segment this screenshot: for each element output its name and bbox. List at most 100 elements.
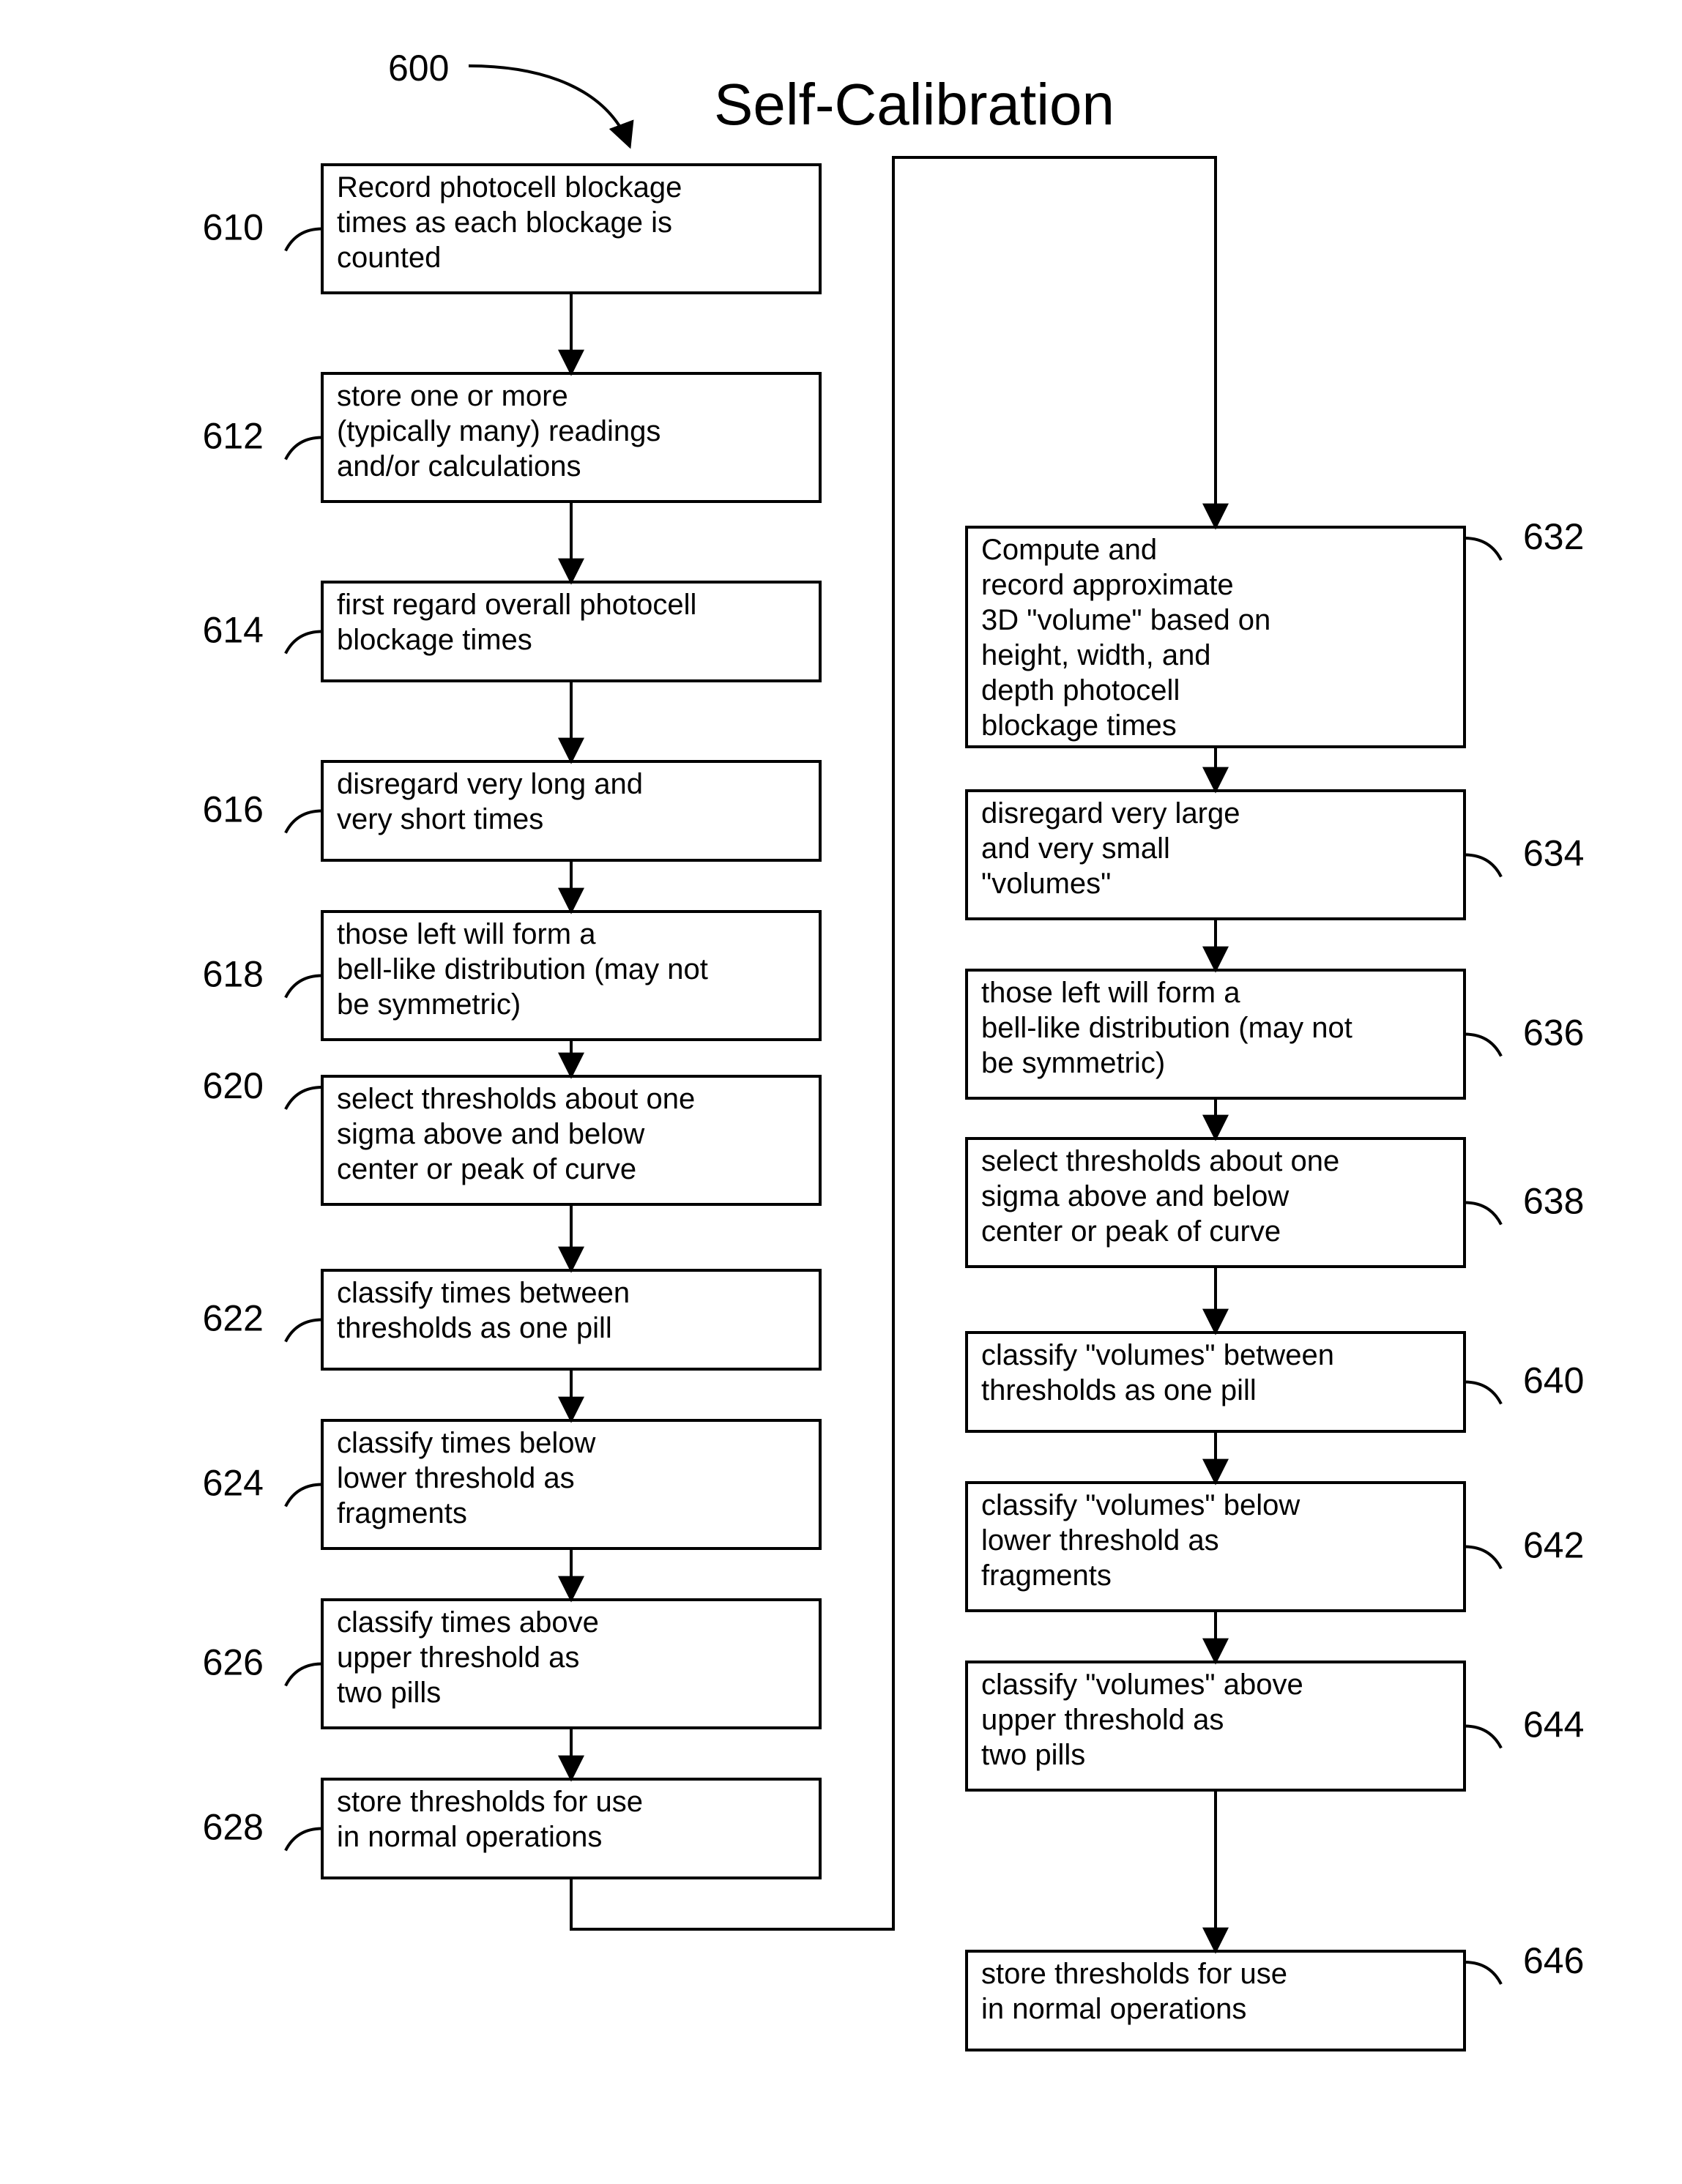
ref-number-632: 632: [1523, 516, 1584, 557]
ref-leader-622: [286, 1320, 322, 1342]
ref-number-618: 618: [203, 954, 264, 995]
flow-node-text: be symmetric): [337, 988, 521, 1021]
flow-node-640: classify "volumes" betweenthresholds as …: [967, 1333, 1465, 1431]
ref-number-622: 622: [203, 1298, 264, 1339]
flow-node-text: fragments: [337, 1497, 467, 1529]
flow-node-text: bell-like distribution (may not: [981, 1012, 1352, 1044]
flow-node-620: select thresholds about onesigma above a…: [322, 1076, 820, 1204]
flow-node-646: store thresholds for usein normal operat…: [967, 1951, 1465, 2050]
flow-node-text: very short times: [337, 803, 543, 835]
figure-ref-600: 600: [388, 48, 449, 89]
flow-node-642: classify "volumes" belowlower threshold …: [967, 1483, 1465, 1611]
ref-number-640: 640: [1523, 1360, 1584, 1401]
ref-number-612: 612: [203, 416, 264, 457]
flow-node-638: select thresholds about onesigma above a…: [967, 1138, 1465, 1267]
flow-node-text: upper threshold as: [981, 1704, 1224, 1736]
flow-node-text: classify times below: [337, 1427, 596, 1459]
ref-leader-616: [286, 811, 322, 833]
flow-node-636: those left will form abell-like distribu…: [967, 970, 1465, 1098]
flow-node-text: center or peak of curve: [981, 1215, 1281, 1248]
flow-node-text: Record photocell blockage: [337, 171, 682, 204]
flow-node-text: (typically many) readings: [337, 415, 660, 447]
flow-node-text: lower threshold as: [981, 1524, 1219, 1557]
flow-node-text: counted: [337, 242, 441, 274]
flow-node-text: record approximate: [981, 569, 1234, 601]
flow-node-text: store one or more: [337, 380, 568, 412]
flow-node-text: select thresholds about one: [337, 1083, 695, 1115]
ref-number-624: 624: [203, 1463, 264, 1504]
ref-number-616: 616: [203, 789, 264, 830]
flow-node-text: blockage times: [981, 709, 1177, 742]
flow-node-text: height, width, and: [981, 639, 1211, 671]
flow-node-text: times as each blockage is: [337, 206, 672, 239]
flow-node-632: Compute andrecord approximate3D "volume"…: [967, 527, 1465, 747]
ref-leader-640: [1465, 1382, 1501, 1404]
flow-node-text: depth photocell: [981, 674, 1180, 707]
ref-number-642: 642: [1523, 1525, 1584, 1566]
ref-leader-618: [286, 976, 322, 998]
flow-node-text: and/or calculations: [337, 450, 581, 482]
flow-node-text: classify "volumes" between: [981, 1339, 1334, 1371]
flow-node-text: store thresholds for use: [337, 1786, 643, 1818]
diagram-title: Self-Calibration: [714, 72, 1114, 137]
ref-number-636: 636: [1523, 1013, 1584, 1054]
ref-number-646: 646: [1523, 1940, 1584, 1981]
ref-leader-614: [286, 632, 322, 654]
flow-node-text: lower threshold as: [337, 1462, 575, 1494]
ref-leader-634: [1465, 855, 1501, 877]
flow-node-text: those left will form a: [981, 977, 1240, 1009]
ref-leader-610: [286, 229, 322, 251]
flow-node-text: first regard overall photocell: [337, 589, 696, 621]
ref-leader-646: [1465, 1962, 1501, 1984]
ref-leader-624: [286, 1485, 322, 1507]
ref-leader-626: [286, 1664, 322, 1686]
flow-node-text: sigma above and below: [981, 1180, 1289, 1212]
ref-leader-638: [1465, 1203, 1501, 1225]
ref-leader-642: [1465, 1547, 1501, 1569]
ref-leader-636: [1465, 1035, 1501, 1056]
flow-node-624: classify times belowlower threshold asfr…: [322, 1420, 820, 1548]
ref-leader-612: [286, 438, 322, 460]
ref-number-638: 638: [1523, 1181, 1584, 1222]
flow-node-text: in normal operations: [981, 1993, 1246, 2025]
ref-number-626: 626: [203, 1642, 264, 1683]
flow-node-text: classify times above: [337, 1606, 599, 1639]
flow-node-text: classify times between: [337, 1277, 630, 1309]
ref-leader-628: [286, 1829, 322, 1851]
flow-node-628: store thresholds for usein normal operat…: [322, 1779, 820, 1878]
flow-node-text: thresholds as one pill: [981, 1374, 1257, 1406]
flowchart-canvas: Self-Calibration 600 Record photocell bloc…: [0, 0, 1682, 2184]
flow-node-text: blockage times: [337, 624, 532, 656]
flow-node-text: two pills: [337, 1677, 441, 1709]
flow-node-text: disregard very long and: [337, 768, 643, 800]
flow-node-text: and very small: [981, 832, 1170, 865]
flow-node-618: those left will form abell-like distribu…: [322, 912, 820, 1040]
flow-node-610: Record photocell blockagetimes as each b…: [322, 165, 820, 293]
flow-node-text: fragments: [981, 1559, 1112, 1592]
figure-ref-arrow: [469, 66, 630, 146]
flow-node-616: disregard very long andvery short times: [322, 761, 820, 860]
flow-node-text: disregard very large: [981, 797, 1240, 830]
ref-leader-620: [286, 1087, 322, 1109]
ref-leader-644: [1465, 1726, 1501, 1748]
ref-number-610: 610: [203, 207, 264, 248]
flow-node-text: bell-like distribution (may not: [337, 953, 708, 985]
flow-node-text: sigma above and below: [337, 1118, 644, 1150]
flow-node-text: thresholds as one pill: [337, 1312, 612, 1344]
ref-number-644: 644: [1523, 1704, 1584, 1745]
flow-node-text: in normal operations: [337, 1821, 602, 1853]
flow-node-text: center or peak of curve: [337, 1153, 636, 1185]
flow-node-622: classify times betweenthresholds as one …: [322, 1270, 820, 1369]
flow-node-text: select thresholds about one: [981, 1145, 1339, 1177]
ref-number-614: 614: [203, 610, 264, 651]
flow-node-644: classify "volumes" aboveupper threshold …: [967, 1662, 1465, 1790]
flow-node-text: 3D "volume" based on: [981, 604, 1270, 636]
ref-leader-632: [1465, 538, 1501, 560]
flow-node-text: "volumes": [981, 868, 1111, 900]
flow-node-text: two pills: [981, 1739, 1085, 1771]
ref-number-620: 620: [203, 1065, 264, 1106]
flow-node-text: Compute and: [981, 534, 1157, 566]
flow-node-text: those left will form a: [337, 918, 596, 950]
flow-node-614: first regard overall photocellblockage t…: [322, 582, 820, 681]
flow-node-text: upper threshold as: [337, 1641, 579, 1674]
